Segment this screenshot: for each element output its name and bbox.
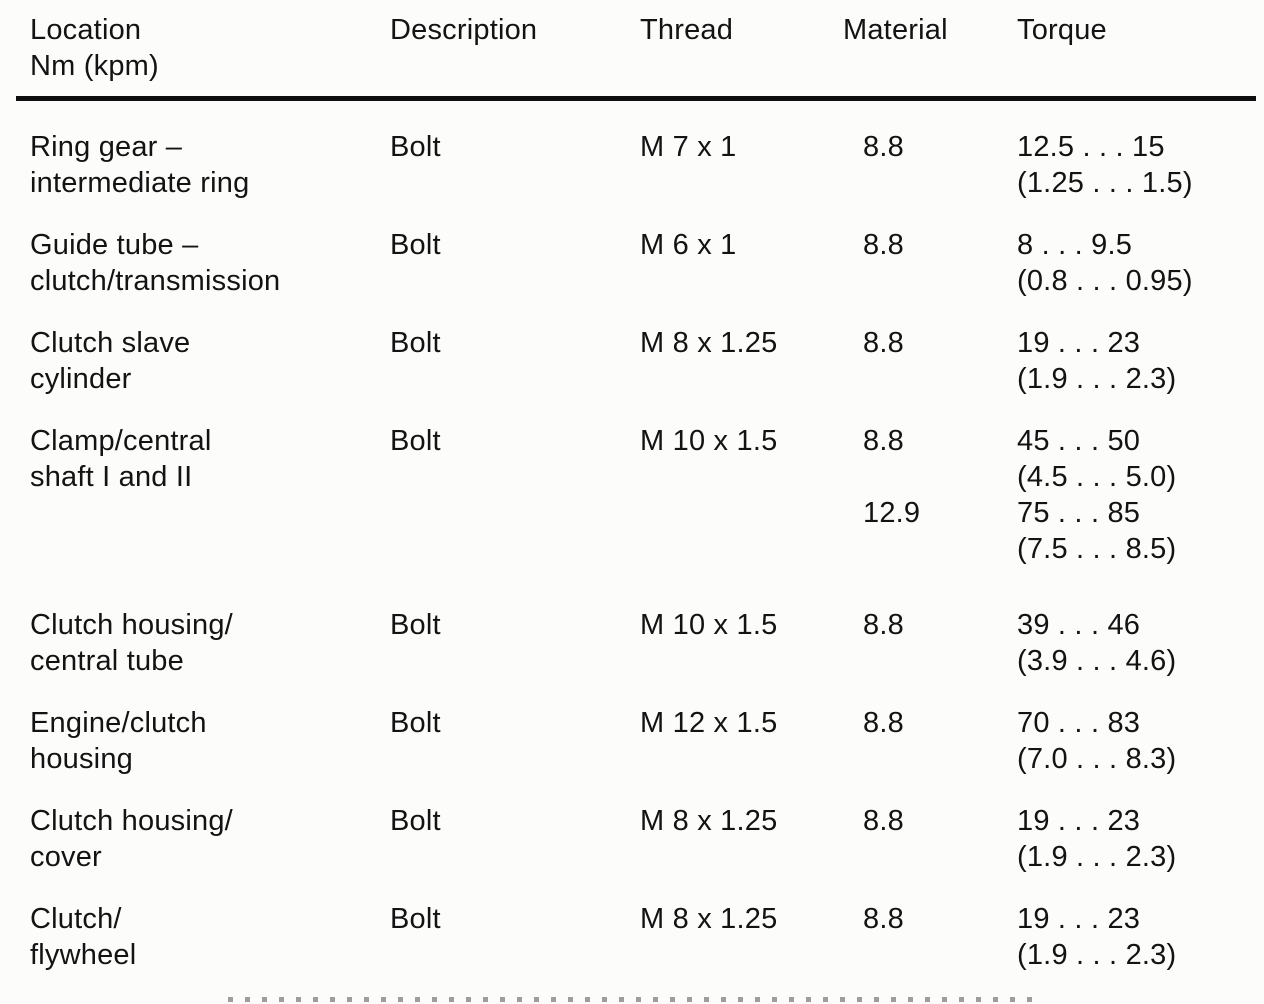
column-header-location: Location Nm (kpm): [30, 14, 159, 82]
cell-thread: M 8 x 1.25: [640, 903, 778, 935]
torque-table: Location Nm (kpm) Description Thread Mat…: [16, 12, 1256, 973]
cell-material: 8.8: [863, 805, 904, 837]
cell-location: Engine/clutch housing: [30, 707, 207, 775]
cell-location: Clutch/ flywheel: [30, 903, 137, 971]
cell-torque: 19 . . . 23 (1.9 . . . 2.3): [1017, 805, 1177, 873]
cell-location: Clutch housing/ central tube: [30, 609, 233, 677]
cell-material: 8.8: [863, 903, 904, 935]
table-row: Clutch housing/ cover Bolt M 8 x 1.25 8.…: [30, 803, 1246, 875]
cell-description: Bolt: [390, 131, 441, 163]
table-header-row: Location Nm (kpm) Description Thread Mat…: [30, 12, 1246, 84]
cell-location: Guide tube – clutch/transmission: [30, 229, 281, 297]
column-header-torque: Torque: [1017, 14, 1107, 46]
cell-description: Bolt: [390, 903, 441, 935]
cell-thread: M 10 x 1.5: [640, 609, 778, 641]
cell-material: 8.8: [863, 229, 904, 261]
cell-description: Bolt: [390, 609, 441, 641]
cell-material: 8.8 12.9: [863, 425, 921, 529]
table-row: Guide tube – clutch/transmission Bolt M …: [30, 227, 1246, 299]
cell-thread: M 10 x 1.5: [640, 425, 778, 457]
cell-description: Bolt: [390, 229, 441, 261]
cell-thread: M 8 x 1.25: [640, 327, 778, 359]
cell-thread: M 8 x 1.25: [640, 805, 778, 837]
cell-torque: 19 . . . 23 (1.9 . . . 2.3): [1017, 327, 1177, 395]
table-row: Clutch housing/ central tube Bolt M 10 x…: [30, 607, 1246, 679]
table-row: Ring gear – intermediate ring Bolt M 7 x…: [30, 129, 1246, 201]
cell-description: Bolt: [390, 707, 441, 739]
cell-material: 8.8: [863, 327, 904, 359]
header-divider: [16, 96, 1256, 101]
cell-torque: 8 . . . 9.5 (0.8 . . . 0.95): [1017, 229, 1193, 297]
cell-description: Bolt: [390, 425, 441, 457]
cell-torque: 19 . . . 23 (1.9 . . . 2.3): [1017, 903, 1177, 971]
scan-artifact: [227, 997, 1037, 1002]
cell-location: Clutch slave cylinder: [30, 327, 191, 395]
cell-thread: M 7 x 1: [640, 131, 737, 163]
cell-torque: 12.5 . . . 15 (1.25 . . . 1.5): [1017, 131, 1193, 199]
table-row: Engine/clutch housing Bolt M 12 x 1.5 8.…: [30, 705, 1246, 777]
cell-material: 8.8: [863, 707, 904, 739]
cell-location: Ring gear – intermediate ring: [30, 131, 250, 199]
column-header-thread: Thread: [640, 14, 734, 46]
table-row: Clamp/central shaft I and II Bolt M 10 x…: [30, 423, 1246, 567]
column-header-description: Description: [390, 14, 538, 46]
cell-thread: M 6 x 1: [640, 229, 737, 261]
cell-material: 8.8: [863, 609, 904, 641]
cell-description: Bolt: [390, 327, 441, 359]
cell-torque: 39 . . . 46 (3.9 . . . 4.6): [1017, 609, 1177, 677]
cell-thread: M 12 x 1.5: [640, 707, 778, 739]
table-row: Clutch/ flywheel Bolt M 8 x 1.25 8.8 19 …: [30, 901, 1246, 973]
table-row: Clutch slave cylinder Bolt M 8 x 1.25 8.…: [30, 325, 1246, 397]
column-header-material: Material: [843, 14, 948, 46]
cell-torque: 70 . . . 83 (7.0 . . . 8.3): [1017, 707, 1177, 775]
cell-torque: 45 . . . 50 (4.5 . . . 5.0) 75 . . . 85 …: [1017, 425, 1177, 565]
cell-description: Bolt: [390, 805, 441, 837]
cell-location: Clamp/central shaft I and II: [30, 425, 212, 493]
cell-location: Clutch housing/ cover: [30, 805, 233, 873]
cell-material: 8.8: [863, 131, 904, 163]
